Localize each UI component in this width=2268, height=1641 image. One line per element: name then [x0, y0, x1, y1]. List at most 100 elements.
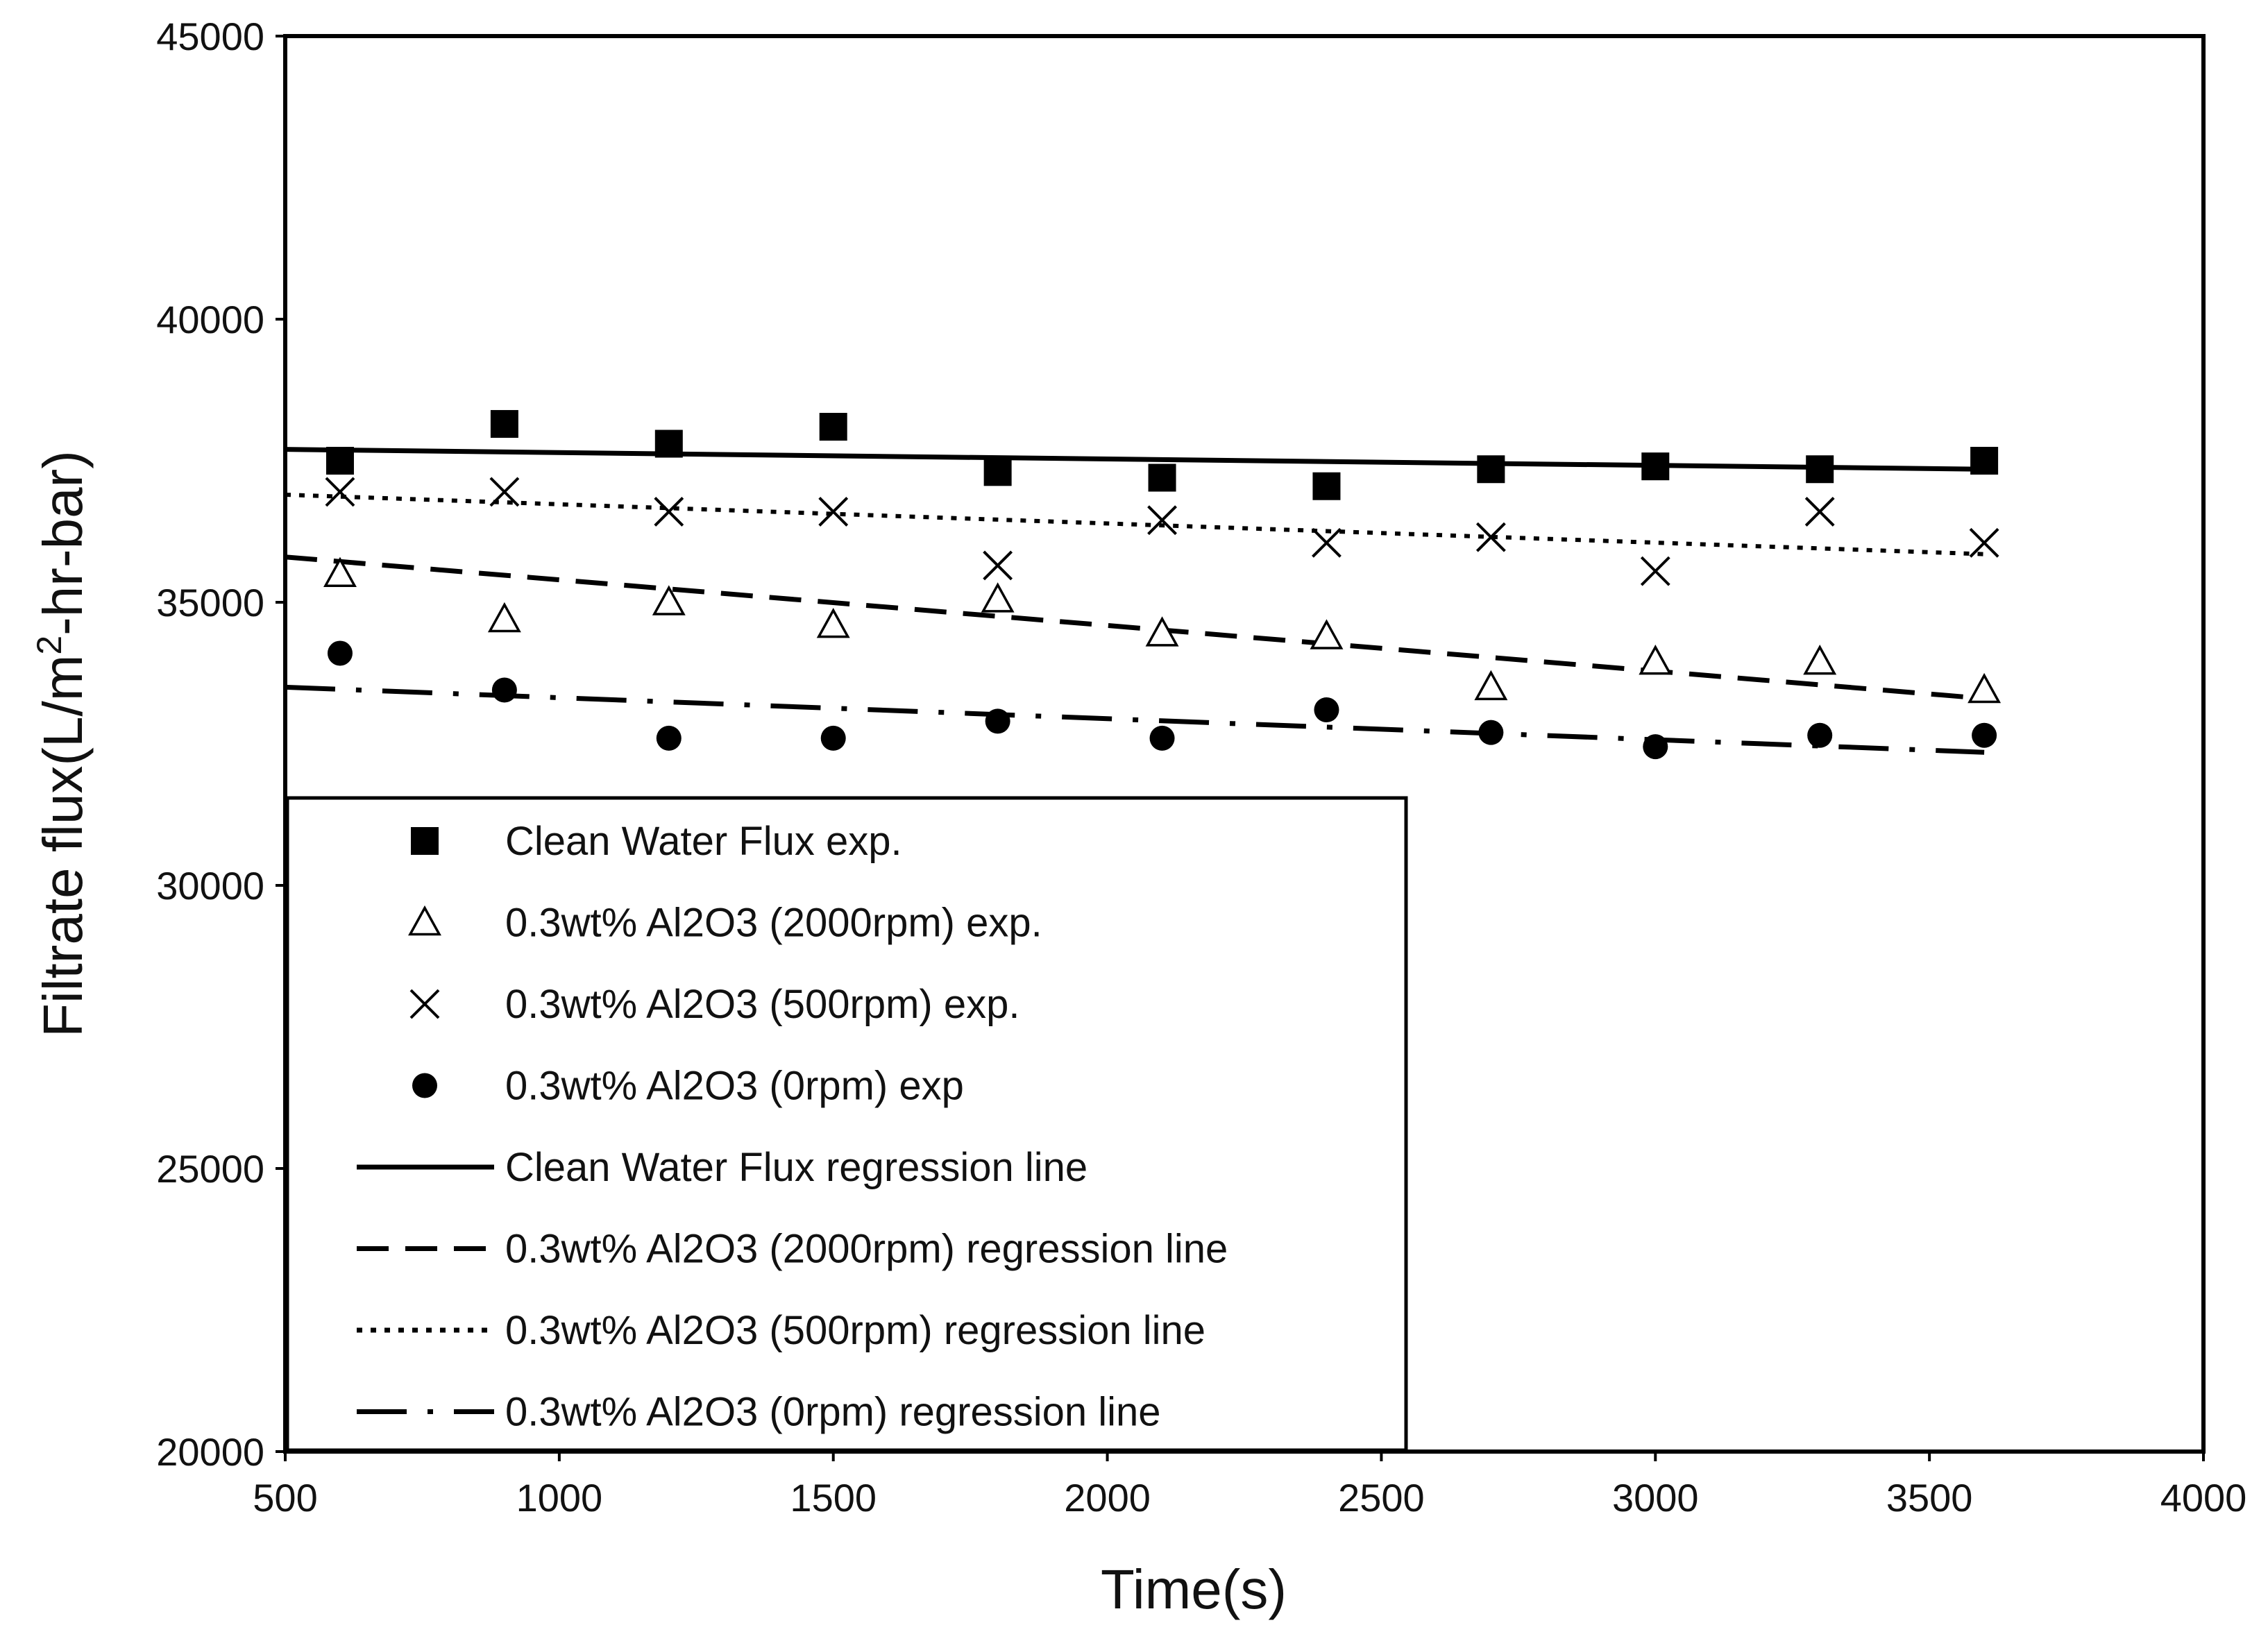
x-tick-label: 4000	[2160, 1476, 2247, 1520]
y-axis-title-suffix: -hr-bar)	[32, 450, 94, 636]
0-3wt-al2o3-2000rpm-exp-points	[323, 556, 2002, 704]
0-3wt-al2o3-0rpm-exp-point	[491, 677, 517, 703]
legend-item: 0.3wt% Al2O3 (0rpm) exp	[412, 1064, 964, 1109]
clean-water-flux-exp-point	[1806, 455, 1834, 484]
x-tick-label: 1500	[790, 1476, 877, 1520]
0-3wt-al2o3-0rpm-exp-point	[1643, 734, 1668, 760]
0-3wt-al2o3-2000rpm-exp-point	[1474, 670, 1508, 701]
clean-water-flux-exp-point	[1641, 452, 1670, 481]
0-3wt-al2o3-500rpm-exp-point-stroke-b	[1969, 527, 1999, 558]
0-3wt-al2o3-2000rpm-exp-point	[323, 556, 357, 587]
y-tick-label: 25000	[156, 1147, 264, 1191]
legend-items: Clean Water Flux exp. 0.3wt% Al2O3 (2000r…	[357, 819, 1228, 1435]
0-3wt-al2o3-2000rpm-exp-point	[981, 582, 1015, 613]
0-3wt-al2o3-0rpm-exp-point	[820, 725, 846, 751]
0-3wt-al2o3-500rpm-exp-point-stroke-b	[818, 497, 849, 527]
0-3wt-al2o3-0rpm-exp-point	[1972, 722, 1997, 748]
x-axis-title: Time(s)	[1101, 1558, 1287, 1620]
legend-item: 0.3wt% Al2O3 (500rpm) regression line	[357, 1308, 1205, 1353]
0-3wt-al2o3-500rpm-exp-point	[1475, 522, 1506, 552]
0-3wt-al2o3-2000rpm-exp-point	[1310, 619, 1344, 649]
clean-water-flux-exp-points	[325, 409, 1999, 500]
legend-label: 0.3wt% Al2O3 (0rpm) exp	[505, 1064, 964, 1109]
x-tick-label: 1000	[516, 1476, 603, 1520]
0-3wt-al2o3-500rpm-exp-point	[1640, 556, 1670, 586]
x-tick-label: 3000	[1612, 1476, 1699, 1520]
y-tick-label: 30000	[156, 864, 264, 908]
0-3wt-al2o3-0rpm-exp-point	[1149, 725, 1175, 751]
0-3wt-al2o3-500rpm-exp-point	[818, 497, 849, 527]
0-3wt-al2o3-500rpm-exp-points	[325, 477, 1999, 586]
0-3wt-al2o3-500rpm-exp-point	[1147, 505, 1177, 536]
0-3wt-al2o3-500rpm-exp-point-stroke-b	[1147, 505, 1177, 536]
x-tick-label: 3500	[1886, 1476, 1973, 1520]
x-tick-label: 2000	[1064, 1476, 1151, 1520]
0-3wt-al2o3-0rpm-exp-point	[1478, 720, 1504, 745]
clean-water-flux-exp-point	[1477, 455, 1505, 484]
legend-label: 0.3wt% Al2O3 (500rpm) regression line	[505, 1308, 1205, 1353]
y-axis-title: Filtrate flux(L/m2-hr-bar)	[30, 450, 94, 1037]
0-3wt-al2o3-500rpm-exp-point	[654, 497, 684, 527]
clean-water-flux-exp-point	[490, 409, 518, 438]
0-3wt-al2o3-0rpm-exp-point	[656, 725, 682, 751]
0-3wt-al2o3-500rpm-exp-point-stroke-b	[1475, 522, 1506, 552]
0-3wt-al2o3-500rpm-exp-point-stroke-b	[489, 477, 520, 507]
0-3wt-al2o3-2000rpm-regression-line	[285, 554, 1985, 702]
0-3wt-al2o3-2000rpm-exp-point	[1803, 645, 1837, 675]
legend-label: 0.3wt% Al2O3 (2000rpm) regression line	[505, 1227, 1228, 1272]
y-axis: 20000 25000 30000 35000 40000 45000	[156, 15, 285, 1474]
legend-label: Clean Water Flux exp.	[505, 819, 902, 864]
clean-water-flux-exp-point	[819, 413, 847, 441]
clean-water-flux-exp-point	[654, 430, 683, 458]
x-tick-label: 2500	[1338, 1476, 1425, 1520]
0-3wt-al2o3-0rpm-exp-point	[985, 708, 1010, 734]
0-3wt-al2o3-500rpm-exp-point-stroke-b	[1804, 497, 1835, 527]
0-3wt-al2o3-500rpm-exp-point-stroke-b	[325, 477, 355, 507]
legend-item: Clean Water Flux regression line	[357, 1145, 1088, 1190]
series-layer	[285, 409, 2002, 760]
0-3wt-al2o3-2000rpm-exp-point	[816, 608, 850, 638]
legend-symbol	[408, 905, 441, 936]
legend: Clean Water Flux exp. 0.3wt% Al2O3 (2000r…	[285, 796, 1408, 1452]
0-3wt-al2o3-500rpm-exp-point	[489, 477, 520, 507]
0-3wt-al2o3-500rpm-exp-point-stroke-b	[654, 497, 684, 527]
0-3wt-al2o3-2000rpm-exp-point	[1967, 672, 2002, 704]
clean-water-flux-exp-point	[983, 458, 1012, 486]
legend-item: Clean Water Flux exp.	[411, 819, 902, 864]
0-3wt-al2o3-500rpm-regression-line	[285, 492, 1985, 556]
0-3wt-al2o3-0rpm-exp-points	[327, 640, 1997, 760]
0-3wt-al2o3-500rpm-exp-point-stroke-b	[983, 550, 1013, 581]
0-3wt-al2o3-0rpm-exp-point	[1314, 697, 1339, 723]
y-tick-label: 20000	[156, 1430, 264, 1474]
clean-water-flux-exp-point	[1312, 472, 1341, 500]
0-3wt-al2o3-0rpm-regression-line	[285, 684, 1985, 755]
legend-item: 0.3wt% Al2O3 (0rpm) regression line	[357, 1390, 1161, 1435]
0-3wt-al2o3-0rpm-exp-point	[1807, 722, 1833, 748]
clean-water-flux-regression-line	[285, 447, 1985, 472]
y-tick-label: 45000	[156, 15, 264, 58]
0-3wt-al2o3-500rpm-exp-point-stroke-b	[1640, 556, 1670, 586]
0-3wt-al2o3-2000rpm-exp-point	[652, 585, 686, 615]
0-3wt-al2o3-500rpm-exp-point	[1969, 527, 1999, 558]
legend-label: Clean Water Flux regression line	[505, 1145, 1088, 1190]
legend-box	[285, 796, 1408, 1452]
legend-symbol-stroke-b	[409, 989, 440, 1019]
legend-item: 0.3wt% Al2O3 (2000rpm) exp.	[408, 901, 1042, 946]
0-3wt-al2o3-500rpm-exp-point	[983, 550, 1013, 581]
x-axis: 500 1000 1500 2000 2500 3000 3500 4000	[253, 1452, 2246, 1520]
legend-item: 0.3wt% Al2O3 (500rpm) exp.	[409, 982, 1019, 1027]
clean-water-flux-exp-point	[1148, 464, 1176, 492]
clean-water-flux-exp-point	[1970, 447, 1999, 475]
legend-symbol	[412, 1073, 437, 1098]
0-3wt-al2o3-500rpm-exp-point-stroke-b	[1312, 527, 1342, 558]
y-axis-title-superscript: 2	[30, 636, 69, 655]
0-3wt-al2o3-500rpm-exp-point	[1312, 527, 1342, 558]
legend-label: 0.3wt% Al2O3 (2000rpm) exp.	[505, 901, 1042, 946]
legend-symbol	[411, 827, 439, 855]
y-tick-label: 40000	[156, 298, 264, 341]
legend-label: 0.3wt% Al2O3 (0rpm) regression line	[505, 1390, 1161, 1435]
x-tick-label: 500	[253, 1476, 317, 1520]
clean-water-flux-exp-point	[325, 447, 354, 475]
0-3wt-al2o3-2000rpm-exp-point	[1145, 616, 1179, 647]
